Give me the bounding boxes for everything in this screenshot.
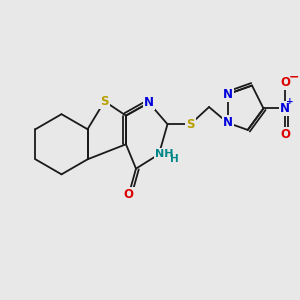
Text: S: S	[100, 95, 109, 108]
Text: O: O	[124, 188, 134, 201]
Text: H: H	[170, 154, 179, 164]
Text: O: O	[280, 128, 290, 141]
Text: NH: NH	[155, 149, 173, 159]
Text: −: −	[288, 70, 299, 83]
Text: +: +	[286, 97, 294, 106]
Text: N: N	[280, 102, 290, 115]
Text: N: N	[223, 88, 233, 100]
Text: O: O	[280, 76, 290, 89]
Text: N: N	[223, 116, 233, 129]
Text: S: S	[186, 118, 195, 131]
Text: N: N	[144, 96, 154, 109]
